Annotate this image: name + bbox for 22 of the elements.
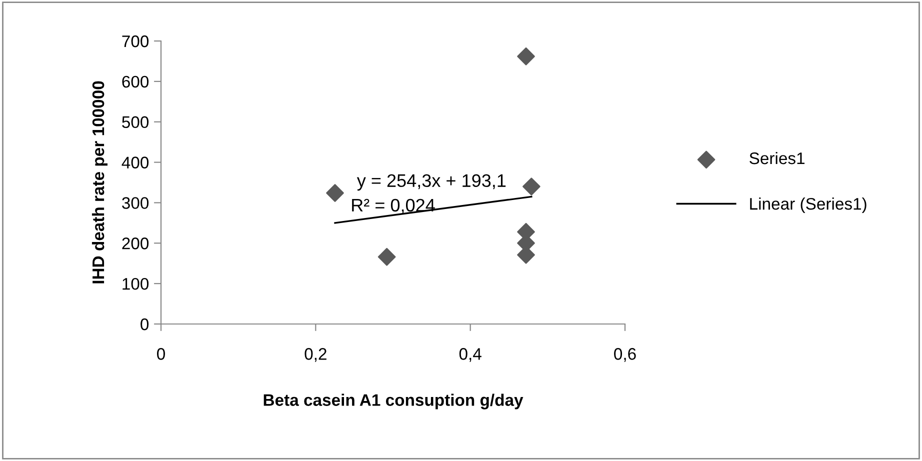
- y-tick-label: 200: [122, 238, 149, 250]
- point: [522, 178, 540, 196]
- x-tick-label: 0: [157, 348, 165, 360]
- point: [326, 184, 344, 202]
- x-tick-label: 0,4: [459, 348, 482, 362]
- annotation: y = 254,3x + 193,1: [356, 174, 506, 191]
- y-tick-label: 300: [122, 197, 149, 209]
- point: [378, 248, 396, 266]
- x-axis-title: Beta casein A1 consuption g/day: [264, 394, 524, 410]
- y-tick-label: 0: [140, 318, 149, 330]
- y-tick-label: 700: [122, 35, 149, 48]
- y-tick-label: 600: [122, 76, 149, 88]
- y-axis-title: IHD death rate per 100000: [92, 81, 108, 284]
- x-tick-label: 0,6: [614, 348, 636, 362]
- x-tick-label: 0,2: [304, 348, 326, 362]
- y-tick-label: 100: [122, 278, 149, 290]
- y-tick-label: 500: [122, 116, 149, 128]
- annotation: R² = 0,024: [352, 198, 435, 214]
- y-tick-label: 400: [122, 156, 149, 168]
- legend-label: Linear (Series1): [750, 198, 866, 214]
- legend-label: Series1: [750, 152, 804, 164]
- point: [517, 47, 535, 66]
